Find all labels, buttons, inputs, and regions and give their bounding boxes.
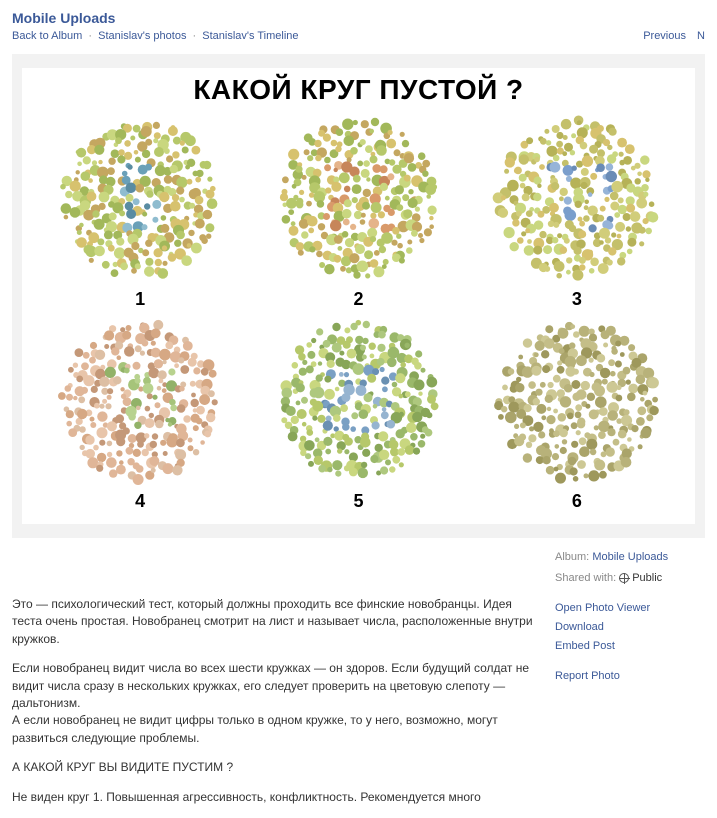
album-meta: Album: Mobile Uploads <box>555 548 705 567</box>
ishihara-plate <box>273 316 443 486</box>
user-timeline-link[interactable]: Stanislav's Timeline <box>202 30 298 42</box>
user-photos-link[interactable]: Stanislav's photos <box>98 30 186 42</box>
ishihara-plate <box>492 316 662 486</box>
breadcrumb-sep: · <box>193 30 197 42</box>
plate-index-label: 1 <box>40 289 240 310</box>
desc-paragraph: Не виден круг 1. Повышенная агрессивност… <box>12 789 535 806</box>
plates-grid: 123 456 <box>22 114 695 524</box>
plate-index-label: 2 <box>258 289 458 310</box>
shared-meta: Shared with: Public <box>555 569 705 588</box>
ishihara-plate <box>273 114 443 284</box>
plate-cell: 4 <box>40 316 240 512</box>
previous-link[interactable]: Previous <box>643 30 686 42</box>
plate-index-label: 3 <box>477 289 677 310</box>
photo-description: Это — психологический тест, который долж… <box>12 548 555 818</box>
embed-post-link[interactable]: Embed Post <box>555 637 705 656</box>
desc-paragraph: Это — психологический тест, который долж… <box>12 596 535 648</box>
back-to-album-link[interactable]: Back to Album <box>12 30 82 42</box>
plate-cell: 5 <box>258 316 458 512</box>
breadcrumb: Back to Album · Stanislav's photos · Sta… <box>12 30 705 42</box>
ishihara-plate <box>55 316 225 486</box>
plate-index-label: 6 <box>477 491 677 512</box>
sidebar-actions: Open Photo Viewer Download Embed Post <box>555 599 705 655</box>
page-title: Mobile Uploads <box>12 10 705 26</box>
shared-label: Shared with: <box>555 572 616 584</box>
plate-index-label: 4 <box>40 491 240 512</box>
desc-paragraph: А КАКОЙ КРУГ ВЫ ВИДИТЕ ПУСТИМ ? <box>12 759 535 776</box>
photo-stage: КАКОЙ КРУГ ПУСТОЙ ? 123 456 <box>12 54 705 538</box>
plate-cell: 3 <box>477 114 677 310</box>
plate-cell: 1 <box>40 114 240 310</box>
open-photo-viewer-link[interactable]: Open Photo Viewer <box>555 599 705 618</box>
album-label: Album: <box>555 551 589 563</box>
shared-value: Public <box>632 572 662 584</box>
sidebar-report: Report Photo <box>555 667 705 686</box>
download-link[interactable]: Download <box>555 618 705 637</box>
ishihara-plate <box>492 114 662 284</box>
desc-paragraph: Если новобранец видит числа во всех шест… <box>12 660 535 747</box>
album-link[interactable]: Mobile Uploads <box>592 551 668 563</box>
plate-cell: 2 <box>258 114 458 310</box>
ishihara-plate <box>55 114 225 284</box>
globe-icon <box>619 573 629 583</box>
photo-heading: КАКОЙ КРУГ ПУСТОЙ ? <box>22 68 695 114</box>
photo-content: КАКОЙ КРУГ ПУСТОЙ ? 123 456 <box>22 68 695 524</box>
plate-index-label: 5 <box>258 491 458 512</box>
next-link[interactable]: N <box>697 30 705 42</box>
plate-cell: 6 <box>477 316 677 512</box>
report-photo-link[interactable]: Report Photo <box>555 667 705 686</box>
photo-sidebar: Album: Mobile Uploads Shared with: Publi… <box>555 548 705 818</box>
breadcrumb-sep: · <box>88 30 92 42</box>
